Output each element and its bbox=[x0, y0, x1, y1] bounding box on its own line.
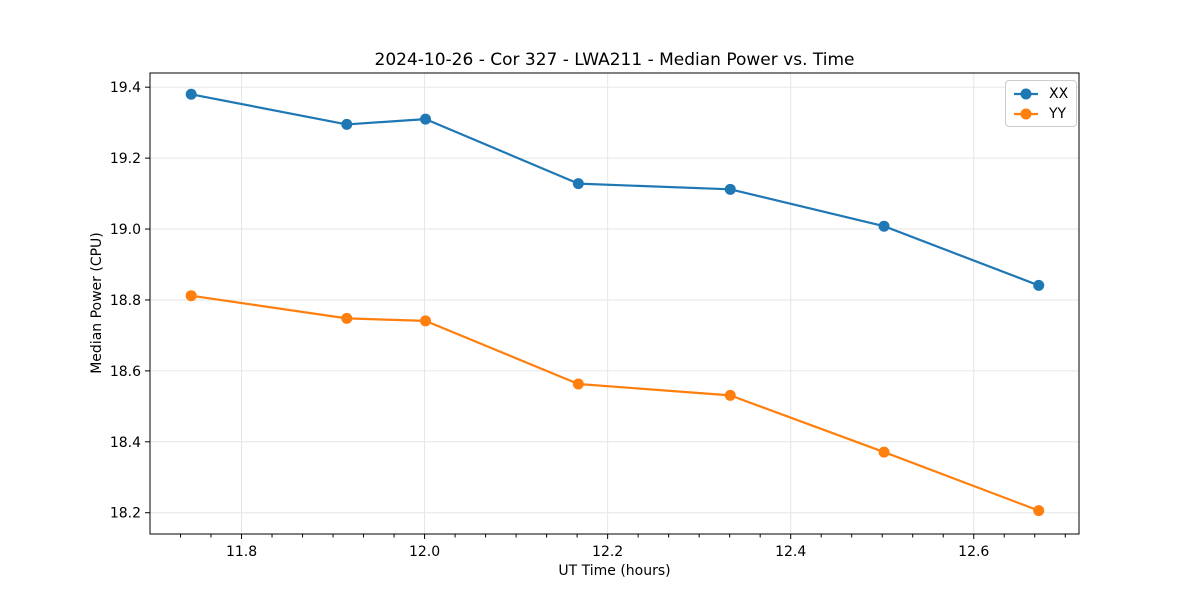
legend-line-xx-icon bbox=[1014, 88, 1038, 99]
y-tick-label: 18.4 bbox=[110, 435, 141, 451]
series-yy-marker bbox=[419, 315, 431, 327]
legend-label-yy: YY bbox=[1049, 105, 1067, 122]
series-xx-marker bbox=[419, 113, 431, 125]
legend-line-yy-icon bbox=[1014, 108, 1038, 119]
series-yy-marker bbox=[185, 290, 197, 302]
series-xx-marker bbox=[1033, 279, 1045, 291]
x-tick-label: 11.8 bbox=[226, 544, 257, 560]
y-tick-label: 19.2 bbox=[110, 151, 141, 167]
x-axis-label: UT Time (hours) bbox=[558, 563, 671, 579]
y-tick-label: 18.2 bbox=[110, 506, 141, 522]
plot-border bbox=[149, 72, 1080, 535]
series-xx-line bbox=[190, 93, 1040, 287]
series-yy-marker bbox=[341, 312, 353, 324]
series-xx-marker bbox=[878, 220, 890, 232]
legend: XX YY bbox=[1005, 80, 1078, 127]
y-tick-label: 18.6 bbox=[110, 364, 141, 380]
legend-label-xx: XX bbox=[1049, 85, 1069, 102]
y-tick-label: 18.8 bbox=[110, 293, 141, 309]
legend-item-yy: YY bbox=[1011, 105, 1068, 122]
x-tick-label: 12.2 bbox=[592, 544, 623, 560]
x-tick-label: 12.0 bbox=[409, 544, 440, 560]
series-xx-marker bbox=[185, 88, 197, 100]
series-yy-marker bbox=[572, 378, 584, 390]
y-tick-label: 19.0 bbox=[110, 222, 141, 238]
series-yy-marker bbox=[878, 446, 890, 458]
series-yy-line bbox=[190, 294, 1040, 512]
series-xx-marker bbox=[724, 183, 736, 195]
series-xx-marker bbox=[572, 178, 584, 190]
series-xx-marker bbox=[341, 118, 353, 130]
chart-title: 2024-10-26 - Cor 327 - LWA211 - Median P… bbox=[374, 50, 855, 70]
legend-item-xx: XX bbox=[1011, 85, 1068, 102]
x-tick-label: 12.6 bbox=[958, 544, 989, 560]
y-tick-label: 19.4 bbox=[110, 80, 141, 96]
x-tick-label: 12.4 bbox=[775, 544, 806, 560]
series-yy-marker bbox=[1033, 505, 1045, 517]
series-yy-marker bbox=[724, 389, 736, 401]
